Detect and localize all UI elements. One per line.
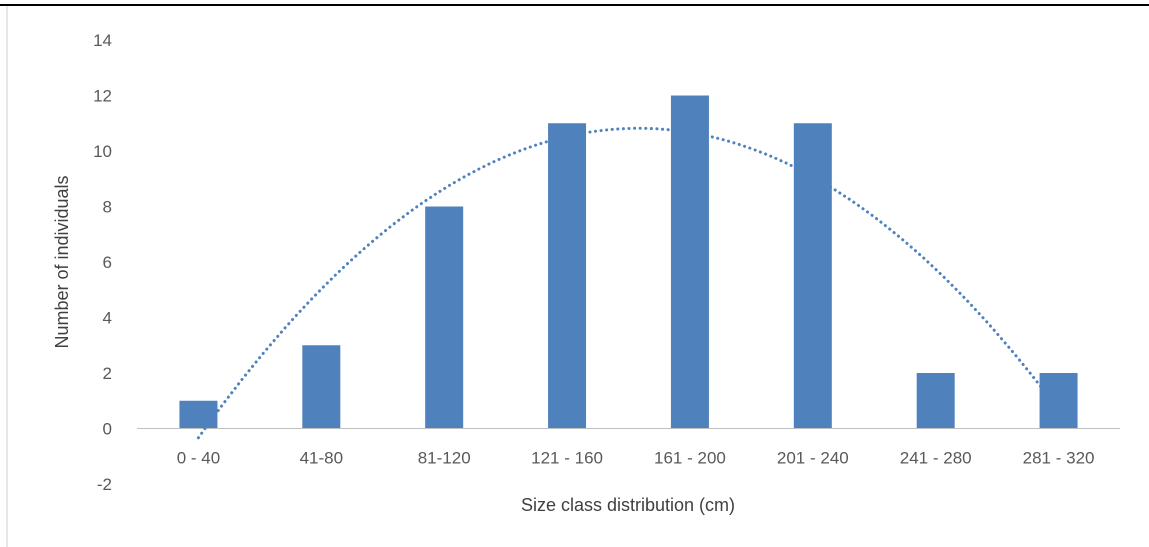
- bar: [548, 123, 587, 429]
- x-tick-label: 201 - 240: [777, 449, 849, 468]
- y-axis-ticks: -2 0 2 4 6 8 10 12 14: [93, 31, 112, 494]
- bar: [302, 345, 341, 429]
- x-tick-label: 121 - 160: [531, 449, 603, 468]
- y-tick-label: 10: [93, 142, 112, 161]
- y-tick-label: 4: [103, 309, 112, 328]
- y-axis-title: Number of individuals: [52, 175, 72, 348]
- x-tick-label: 161 - 200: [654, 449, 726, 468]
- x-tick-label: 0 - 40: [177, 449, 220, 468]
- x-tick-label: 81-120: [418, 449, 471, 468]
- bar: [793, 123, 832, 429]
- bars: [179, 95, 1078, 429]
- bar: [179, 400, 218, 429]
- y-tick-label: 14: [93, 31, 112, 50]
- y-tick-label: 2: [103, 364, 112, 383]
- y-tick-label: -2: [97, 475, 112, 494]
- bar: [425, 206, 464, 429]
- y-tick-label: 0: [103, 420, 112, 439]
- x-axis-ticks: 0 - 40 41-80 81-120 121 - 160 161 - 200 201 -…: [177, 449, 1095, 468]
- y-tick-label: 12: [93, 87, 112, 106]
- x-tick-label: 41-80: [300, 449, 343, 468]
- y-tick-label: 6: [103, 253, 112, 272]
- x-axis-title: Size class distribution (cm): [521, 495, 735, 515]
- trendline: [196, 126, 1061, 440]
- x-tick-label: 281 - 320: [1023, 449, 1095, 468]
- bar: [916, 373, 955, 429]
- bar: [1039, 373, 1078, 429]
- x-tick-label: 241 - 280: [900, 449, 972, 468]
- bar: [670, 95, 709, 429]
- y-tick-label: 8: [103, 198, 112, 217]
